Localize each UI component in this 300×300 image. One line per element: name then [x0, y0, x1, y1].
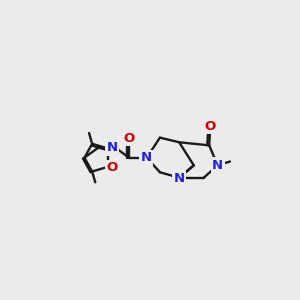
Text: N: N	[212, 159, 223, 172]
Text: N: N	[174, 172, 185, 185]
Text: O: O	[106, 161, 118, 174]
Text: O: O	[204, 120, 216, 133]
Text: N: N	[140, 151, 152, 164]
Text: O: O	[124, 132, 135, 145]
Text: N: N	[106, 141, 118, 154]
